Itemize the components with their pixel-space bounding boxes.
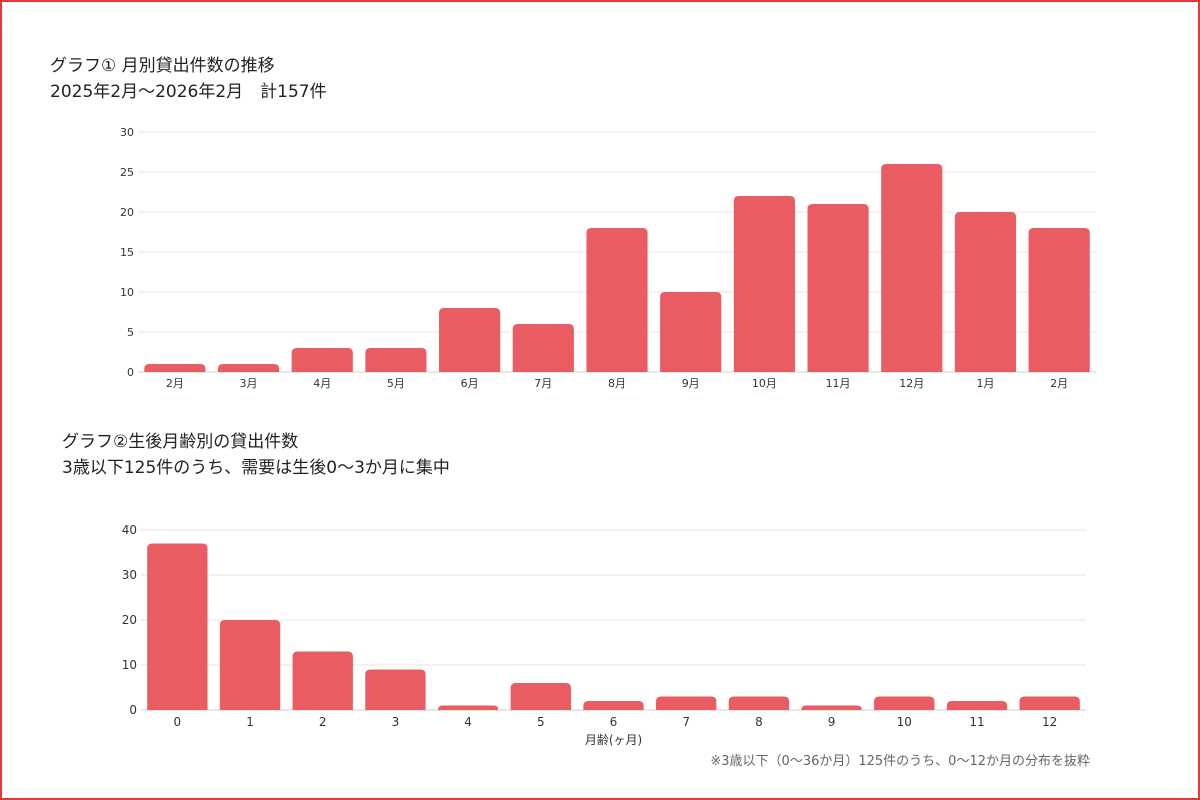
chart1-x-tick-label: 10月 [752,377,777,390]
chart1-y-tick-label: 15 [120,246,134,259]
chart1-x-tick-label: 11月 [826,377,851,390]
chart2-x-tick-label: 6 [610,715,618,729]
chart1-y-tick-label: 5 [127,326,134,339]
chart2-bar [946,701,1008,710]
chart2-y-tick-label: 30 [122,568,137,582]
chart1-x-tick-label: 6月 [461,377,479,390]
chart2-x-tick-label: 11 [969,715,984,729]
chart2-x-tick-label: 12 [1042,715,1057,729]
chart2-bar [219,620,281,710]
chart1-x-tick-label: 5月 [387,377,405,390]
chart1-y-tick-label: 25 [120,166,134,179]
chart2-bar [656,696,717,710]
chart1-x-tick-label: 8月 [608,377,626,390]
chart1-title: グラフ① 月別貸出件数の推移 2025年2月〜2026年2月 計157件 [50,53,327,105]
chart2-x-tick-label: 1 [246,715,254,729]
chart2-bar [728,696,790,710]
chart1-x-tick-label: 2月 [1050,377,1068,390]
monthly-lending-bar-chart: 0 5 10 15 20 25 30 2月 3月 4月 5月 6月 7月 8月 9月 10月 11月 12月 1月 2… [120,126,1096,390]
chart1-y-tick-label: 30 [120,126,134,139]
chart1-bar [586,228,648,372]
chart2-bar [801,705,862,710]
chart2-bar [292,651,353,710]
chart1-title-line2: 2025年2月〜2026年2月 計157件 [50,82,327,102]
chart2-x-tick-label: 4 [464,715,472,729]
footnote: ※3歳以下（0〜36か月）125件のうち、0〜12か月の分布を抜粋 [710,754,1090,769]
chart1-bar [881,164,943,372]
chart2-x-tick-label: 2 [319,715,327,729]
chart2-title-line2: 3歳以下125件のうち、需要は生後0〜3か月に集中 [62,458,450,478]
chart2-x-tick-label: 7 [682,715,690,729]
chart1-bar [660,292,722,372]
chart2-title: グラフ②生後月齢別の貸出件数 3歳以下125件のうち、需要は生後0〜3か月に集中 [62,429,450,481]
chart1-bar [365,348,427,372]
chart2-title-line1: グラフ②生後月齢別の貸出件数 [62,432,299,452]
chart2-bar [874,696,935,710]
chart2-bar [1019,696,1080,710]
chart1-x-tick-label: 4月 [313,377,331,390]
chart2-y-tick-label: 0 [129,703,137,717]
chart2-bar [437,705,499,710]
chart1-x-tick-label: 2月 [166,377,184,390]
chart2-x-axis-title: 月齢(ヶ月) [585,732,642,747]
chart1-bar [439,308,501,372]
chart1-x-tick-label: 12月 [899,377,924,390]
chart1-bar [512,324,574,372]
chart1-bar [1028,228,1090,372]
chart1-x-tick-label: 7月 [534,377,552,390]
chart2-x-tick-label: 8 [755,715,763,729]
chart1-bar [291,348,353,372]
chart2-y-tick-label: 40 [122,523,137,537]
chart1-bar [217,364,280,372]
chart1-x-tick-label: 3月 [240,377,258,390]
chart2-bar [510,683,571,710]
chart1-bar [954,212,1017,372]
chart2-y-tick-label: 10 [122,658,137,672]
chart2-x-tick-label: 9 [828,715,836,729]
chart1-title-line1: グラフ① 月別貸出件数の推移 [50,56,275,76]
chart1-bar [144,364,206,372]
chart1-bar [807,204,869,372]
chart1-y-tick-label: 10 [120,286,134,299]
chart2-x-tick-label: 5 [537,715,545,729]
chart1-x-tick-label: 1月 [976,377,994,390]
chart2-bar [365,669,426,710]
chart1-y-tick-label: 20 [120,206,134,219]
chart2-bar [147,543,208,710]
chart2-bar [583,701,644,710]
chart2-x-tick-label: 0 [174,715,182,729]
chart2-x-tick-label: 3 [392,715,400,729]
chart1-bar [733,196,795,372]
chart2-y-tick-label: 20 [122,613,137,627]
chart2-x-tick-label: 10 [897,715,912,729]
chart1-y-tick-label: 0 [127,366,134,379]
chart1-x-tick-label: 9月 [682,377,700,390]
